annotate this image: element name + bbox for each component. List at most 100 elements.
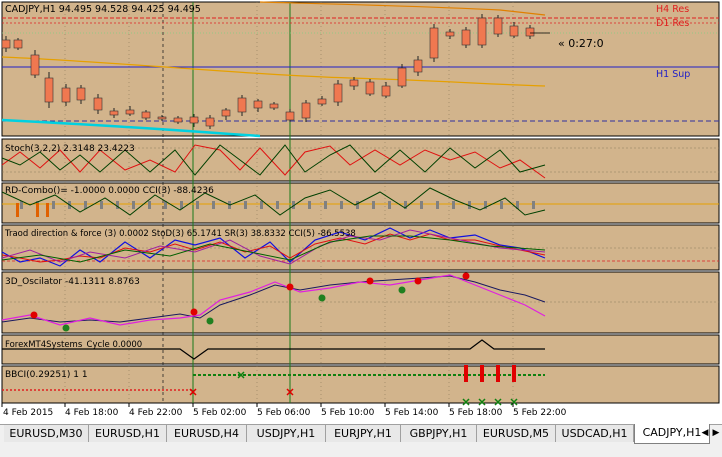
tab-eurusd-m5[interactable]: EURUSD,M5 [477,425,556,442]
candle [141,111,151,119]
candle [109,110,119,116]
histogram-bar [52,201,55,209]
bbci-label: BBCI(0.29251) 1 1 [5,370,88,380]
time-label-7: 5 Feb 18:00 [449,408,503,418]
histogram-bar [356,201,359,209]
price-chart[interactable]: CADJPY,H1 94.495 94.528 94.425 94.495 H4… [0,0,722,424]
stoch-label: Stoch(3,2,2) 2.3148 23.4223 [5,144,135,154]
tab-eurusd-h4[interactable]: EURUSD,H4 [167,425,247,442]
candle [461,29,471,46]
candle [157,116,167,120]
tab-gbpjpy-h1[interactable]: GBPJPY,H1 [401,425,477,442]
d1-res-label: D1 Res [656,18,689,29]
main-panel[interactable] [1,1,720,137]
arrow-right-icon[interactable]: ▶ [712,428,720,438]
stoch-panel[interactable] [1,138,720,182]
histogram-bar [244,201,247,209]
histogram-bar [308,201,311,209]
histogram-bar [276,201,279,209]
tab-cadjpy-h1[interactable]: CADJPY,H1 [634,424,710,444]
histogram-bar [500,201,503,209]
histogram-bar [84,201,87,209]
histogram-bar [420,201,423,209]
candle [93,97,103,111]
candle [365,81,375,95]
histogram-bar [404,201,407,209]
candle [349,79,359,87]
histogram-bar [212,201,215,209]
candle [301,102,311,119]
cycle-label: ForexMT4Systems_Cycle 0.0000 [5,340,142,350]
histogram-bar [324,201,327,209]
time-label-5: 5 Feb 10:00 [321,408,375,418]
chart-tab-bar: EURUSD,M30 EURUSD,H1 EURUSD,H4 USDJPY,H1… [0,424,722,457]
candle [445,31,455,37]
h1-sup-label: H1 Sup [656,69,690,80]
time-label-6: 5 Feb 14:00 [385,408,439,418]
candle [125,109,135,115]
histogram-bar [436,201,439,209]
histogram-bar [132,201,135,209]
candle [381,85,391,97]
rd-combo-label: RD-Combo()= -1.0000 0.0000 CCI(3) -88.42… [5,186,214,196]
histogram-bar [292,201,295,209]
candle [509,25,519,37]
candle [253,100,263,109]
arrow-left-icon[interactable]: ◀ [701,428,709,438]
histogram-bar [340,201,343,209]
time-label-8: 5 Feb 22:00 [513,408,567,418]
histogram-bar [164,201,167,209]
time-label-1: 4 Feb 18:00 [65,408,119,418]
histogram-bar [148,201,151,209]
candle [413,59,423,73]
tab-eurjpy-h1[interactable]: EURJPY,H1 [326,425,401,442]
time-label-3: 5 Feb 02:00 [193,408,247,418]
tab-eurusd-h1[interactable]: EURUSD,H1 [89,425,167,442]
time-label-4: 5 Feb 06:00 [257,408,311,418]
histogram-bar [468,201,471,209]
candle [317,98,327,105]
candle [493,17,503,35]
histogram-bar [484,201,487,209]
traod-panel[interactable] [1,224,720,271]
rd-combo-panel[interactable] [1,182,720,224]
candle [237,97,247,113]
histogram-bar [260,201,263,209]
histogram-bar [196,201,199,209]
oscillator-label: 3D_Oscilator -41.1311 8.8763 [5,277,140,287]
histogram-bar [452,201,455,209]
tab-usdjpy-h1[interactable]: USDJPY,H1 [247,425,326,442]
histogram-bar [100,201,103,209]
h4-res-label: H4 Res [656,4,689,15]
time-label-2: 4 Feb 22:00 [129,408,183,418]
tab-usdcad-h1[interactable]: USDCAD,H1 [556,425,634,442]
candle [477,17,487,46]
candle [205,117,215,127]
histogram-bar [372,201,375,209]
candle [221,109,231,117]
candle [333,83,343,103]
candle [30,54,40,76]
candle [61,87,71,103]
histogram-bar [388,201,391,209]
candle [13,39,23,49]
candle [429,27,439,59]
traod-label: Traod direction & force (3) 0.0002 StoD(… [4,229,356,239]
histogram-bar [116,201,119,209]
candle [189,116,199,124]
candle [1,39,11,49]
bar-countdown: « 0:27:0 [558,37,604,50]
bbci-panel[interactable] [1,365,720,404]
histogram-bar [516,201,519,209]
candle [269,103,279,109]
chart-title: CADJPY,H1 94.495 94.528 94.425 94.495 [5,4,201,15]
time-label-0: 4 Feb 2015 [3,408,53,418]
histogram-bar [20,201,23,209]
candle [285,111,295,121]
tab-eurusd-m30[interactable]: EURUSD,M30 [4,425,89,442]
candle [397,67,407,87]
histogram-bar [532,201,535,209]
candle [44,77,54,103]
candle [76,87,86,101]
candle [173,117,183,123]
